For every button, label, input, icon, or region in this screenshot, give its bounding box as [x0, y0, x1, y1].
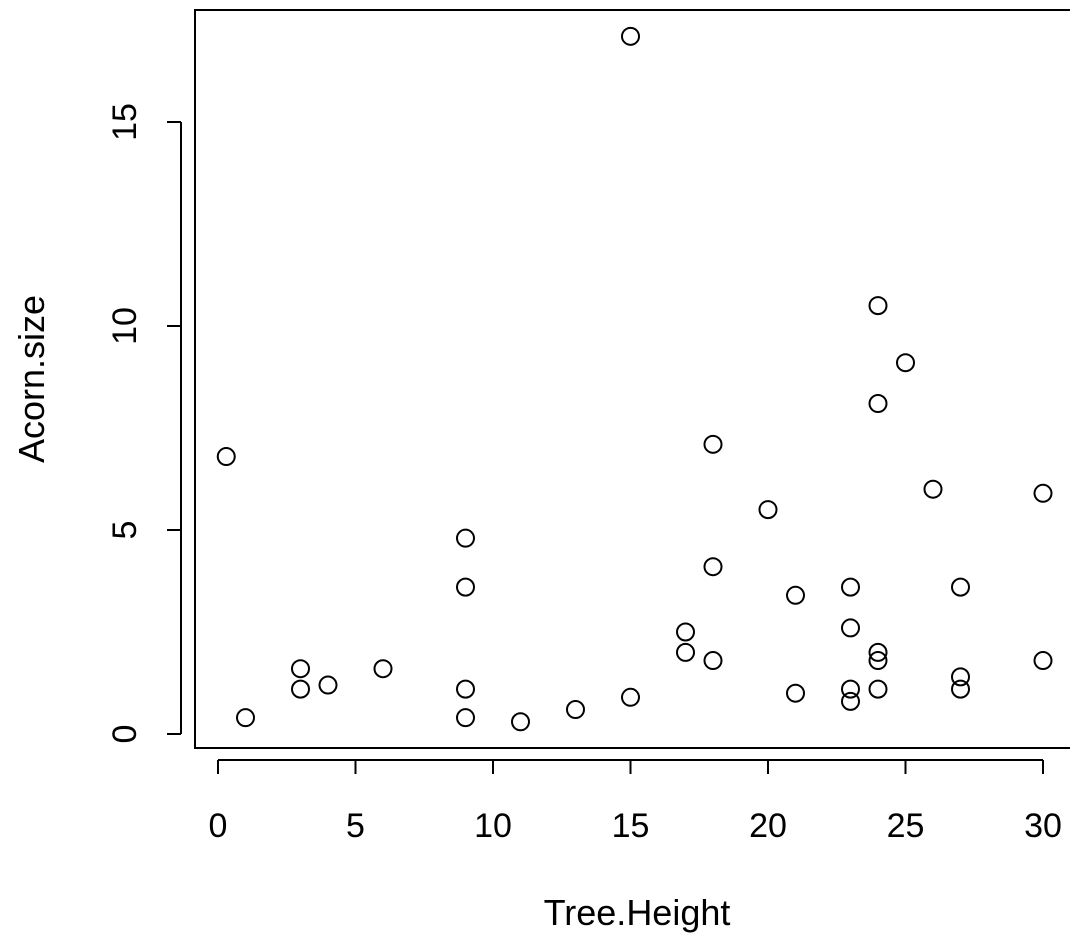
- data-point: [841, 577, 860, 597]
- data-point: [841, 618, 860, 638]
- data-point: [291, 679, 310, 699]
- data-point: [951, 667, 970, 687]
- data-point: [896, 353, 915, 373]
- data-point: [951, 679, 970, 699]
- data-points: [216, 26, 1053, 732]
- data-point: [951, 577, 970, 597]
- data-point: [868, 394, 888, 414]
- x-tick-label: 5: [346, 807, 365, 845]
- y-tick-label: 0: [106, 725, 144, 744]
- data-point: [456, 577, 475, 597]
- y-tick-label: 5: [106, 521, 144, 540]
- data-point: [511, 712, 530, 732]
- data-point: [868, 679, 888, 699]
- y-axis-title: Acorn.size: [11, 295, 52, 463]
- data-point: [786, 585, 805, 605]
- x-axis: 0 5 10 15 20 25 30: [209, 759, 1062, 845]
- data-point: [621, 687, 640, 707]
- data-point: [1033, 483, 1053, 503]
- x-tick-label: 20: [749, 807, 787, 845]
- x-tick-label: 0: [209, 807, 228, 845]
- data-point: [923, 479, 943, 499]
- data-point: [216, 447, 236, 467]
- data-point: [868, 642, 888, 662]
- data-point: [841, 691, 860, 711]
- data-point: [758, 500, 778, 520]
- data-point: [703, 651, 723, 671]
- y-axis: 0 5 10 15: [106, 103, 182, 744]
- data-point: [456, 528, 475, 548]
- x-tick-label: 15: [612, 807, 650, 845]
- y-tick-label: 15: [106, 103, 144, 141]
- y-tick-label: 10: [106, 307, 144, 345]
- data-point: [456, 679, 475, 699]
- data-point: [868, 296, 888, 316]
- data-point: [703, 434, 723, 454]
- data-point: [786, 683, 805, 703]
- data-point: [456, 708, 475, 728]
- data-point: [1033, 651, 1053, 671]
- data-point: [841, 679, 860, 699]
- data-point: [291, 659, 310, 679]
- data-point: [318, 675, 338, 695]
- data-point: [676, 642, 695, 662]
- x-tick-label: 10: [474, 807, 512, 845]
- x-axis-title: Tree.Height: [544, 892, 731, 933]
- data-point: [868, 651, 888, 671]
- x-tick-label: 30: [1024, 807, 1062, 845]
- x-tick-label: 25: [887, 807, 925, 845]
- plot-frame: [194, 9, 1070, 749]
- data-point: [703, 557, 723, 577]
- data-point: [676, 622, 695, 642]
- data-point: [566, 700, 585, 720]
- data-point: [373, 659, 393, 679]
- data-point: [236, 708, 255, 728]
- data-point: [621, 26, 640, 46]
